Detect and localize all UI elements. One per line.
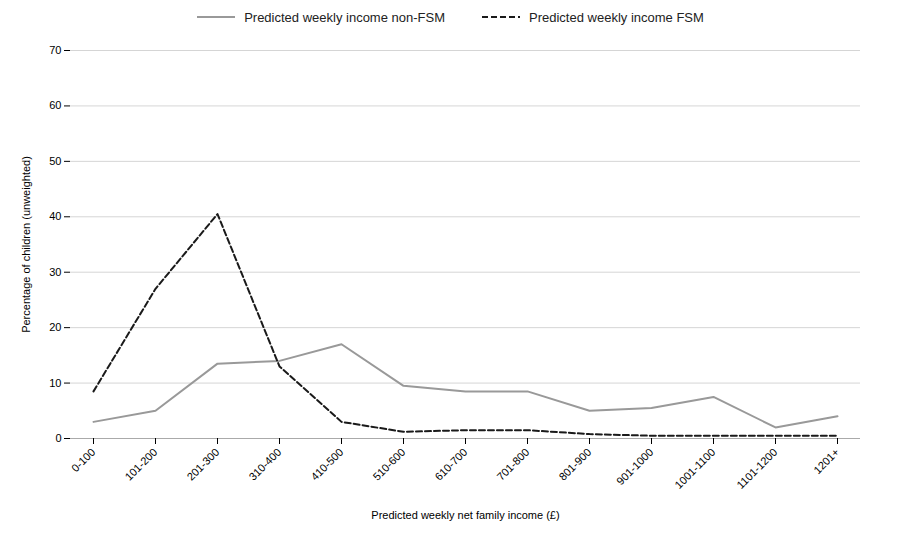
svg-text:50: 50	[49, 155, 61, 167]
svg-text:510-600: 510-600	[370, 446, 407, 483]
svg-text:0-100: 0-100	[69, 446, 97, 474]
svg-text:40: 40	[49, 210, 61, 222]
svg-text:410-500: 410-500	[308, 446, 345, 483]
svg-text:30: 30	[49, 266, 61, 278]
svg-text:901-1000: 901-1000	[614, 446, 655, 487]
svg-text:Percentage of children (unweig: Percentage of children (unweighted)	[20, 156, 32, 333]
svg-text:610-700: 610-700	[432, 446, 469, 483]
svg-text:60: 60	[49, 99, 61, 111]
svg-text:101-200: 101-200	[122, 446, 159, 483]
svg-text:20: 20	[49, 321, 61, 333]
svg-text:10: 10	[49, 377, 61, 389]
svg-text:1001-1100: 1001-1100	[672, 446, 717, 491]
svg-text:1101-1200: 1101-1200	[734, 446, 779, 491]
html-text:Predicted weekly income non-FS: Predicted weekly income non-FSM	[244, 9, 445, 25]
svg-text:201-300: 201-300	[184, 446, 221, 483]
svg-text:1201+: 1201+	[811, 446, 841, 476]
html-text:Predicted weekly income FSM: Predicted weekly income FSM	[529, 9, 704, 25]
svg-text:0: 0	[55, 432, 61, 444]
svg-text:310-400: 310-400	[246, 446, 283, 483]
svg-text:801-900: 801-900	[556, 446, 593, 483]
svg-text:Predicted weekly net family in: Predicted weekly net family income (£)	[371, 509, 559, 521]
svg-text:70: 70	[49, 44, 61, 56]
svg-text:701-800: 701-800	[494, 446, 531, 483]
